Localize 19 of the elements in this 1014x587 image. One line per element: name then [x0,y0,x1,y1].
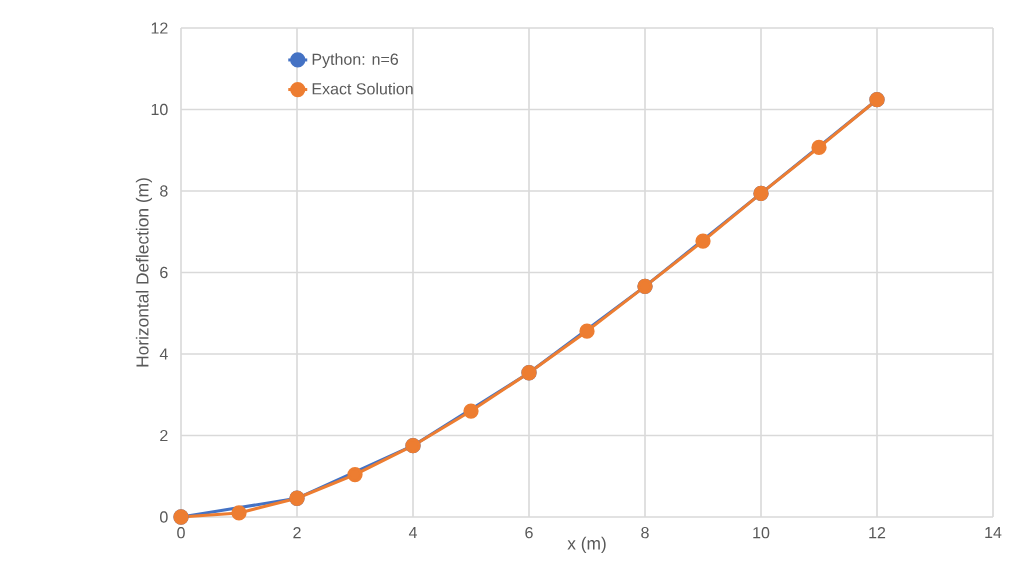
y-tick-label: 2 [160,429,168,442]
legend-label: Python: n=6 [312,53,399,69]
y-tick-label: 12 [151,22,168,34]
x-tick-label: 10 [753,527,770,539]
x-axis-title: x (m) [567,536,606,554]
y-tick-label: 6 [160,266,168,279]
x-tick-label: 4 [408,527,417,539]
x-tick-label: 0 [177,527,185,539]
y-tick-label: 4 [159,348,168,360]
y-tick-label: 10 [151,103,168,116]
legend-label: Exact Solution [312,82,413,95]
x-tick-label: 2 [293,527,301,539]
y-axis-title: Horizontal Deflection (m) [135,178,153,367]
y-tick-label: 8 [160,185,168,197]
x-tick-label: 8 [641,527,649,539]
x-tick-label: 6 [525,527,533,539]
x-tick-label: 12 [869,527,886,539]
x-tick-label: 14 [985,527,1002,539]
y-tick-label: 0 [160,511,168,523]
